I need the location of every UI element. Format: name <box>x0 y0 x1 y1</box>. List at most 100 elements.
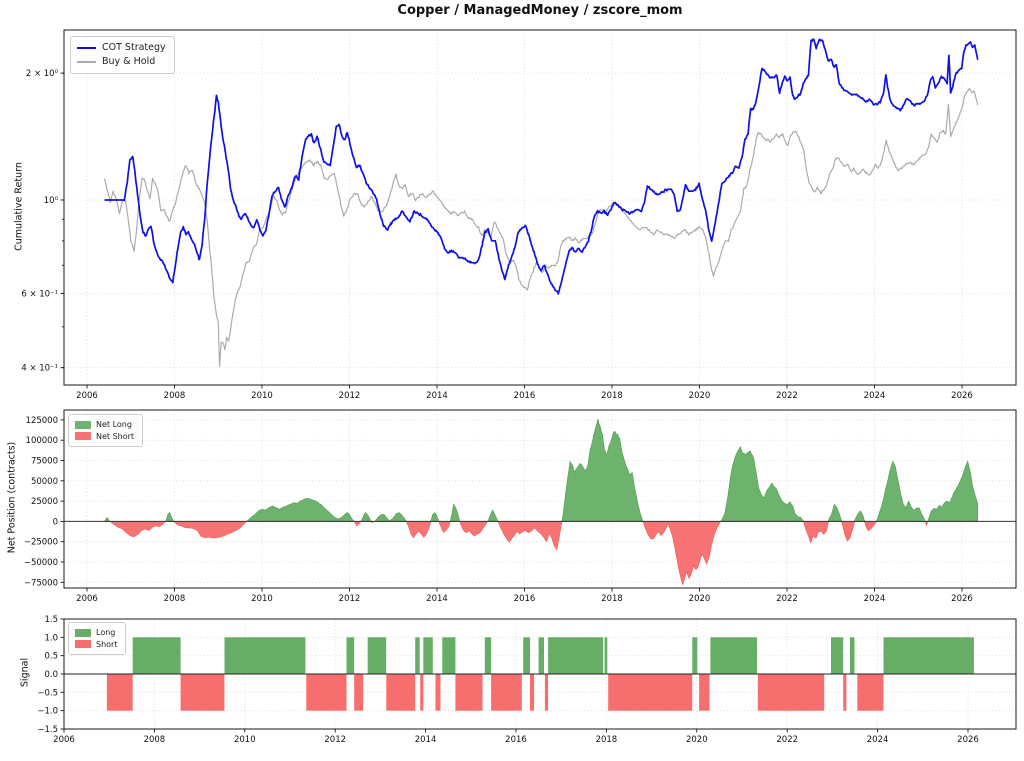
tick-label: 2008 <box>164 594 186 604</box>
signal-short-bar <box>757 674 825 711</box>
tick-label: 2012 <box>339 391 361 401</box>
legend-label-short: Short <box>96 639 118 649</box>
signal-short-bar <box>857 674 884 711</box>
grid <box>64 30 1016 385</box>
net-short-patch-swatch <box>75 432 91 441</box>
tick-label: 2018 <box>601 391 623 401</box>
tick-label: 2018 <box>596 735 618 745</box>
grid <box>64 410 1016 588</box>
signal-long-bar <box>346 637 355 674</box>
signal-short-bar <box>491 674 522 711</box>
legend-item-buy-hold: Buy & Hold <box>77 55 166 69</box>
tick-label: 0.5 <box>44 652 58 662</box>
tick-label: −0.5 <box>37 688 58 698</box>
tick-label: 2008 <box>144 735 166 745</box>
signal-long-bar <box>442 637 456 674</box>
tick-label: 2008 <box>164 391 186 401</box>
signal-long-bar <box>548 637 604 674</box>
tick-label: 2014 <box>426 391 448 401</box>
tick-label: 0 <box>53 517 58 527</box>
signal-long-bar <box>604 637 608 674</box>
tick-label: 0.0 <box>44 670 58 680</box>
tick-label: 2010 <box>234 735 256 745</box>
net-long-patch-swatch <box>75 420 91 429</box>
tick-label: 2024 <box>864 594 886 604</box>
tick-label: 125000 <box>26 416 58 426</box>
net-position-areas <box>64 418 1016 586</box>
tick-label: 2020 <box>689 594 711 604</box>
cot-strategy-line <box>104 38 979 295</box>
tick-label: 2014 <box>415 735 437 745</box>
legend-label-cot-strategy: COT Strategy <box>102 42 166 53</box>
signal-short-bar <box>420 674 424 711</box>
tick-label: 2026 <box>951 594 973 604</box>
tick-label: 2012 <box>339 594 361 604</box>
chart-title: Copper / ManagedMoney / zscore_mom <box>397 3 683 18</box>
signal-short-bar <box>386 674 416 711</box>
legend-label-buy-hold: Buy & Hold <box>102 55 156 67</box>
signal-long-bar <box>423 637 433 674</box>
legend-item-long: Long <box>75 627 117 639</box>
tick-label: 2006 <box>76 391 98 401</box>
long-patch-swatch <box>75 628 91 637</box>
signal-long-bar <box>850 637 855 674</box>
legend-item-net-short: Net Short <box>75 431 134 443</box>
tick-label: 75000 <box>31 457 58 467</box>
legend-label-net-short: Net Short <box>96 431 135 441</box>
buy-and-hold-line-swatch <box>77 60 96 63</box>
signal-long-bar <box>692 637 698 674</box>
tick-label: 6 × 10⁻¹ <box>21 289 58 299</box>
tick-label: 2006 <box>53 735 75 745</box>
legend-label-long: Long <box>96 628 116 637</box>
tick-label: −50000 <box>24 558 58 568</box>
legend-label-net-long: Net Long <box>96 420 132 429</box>
legend-net-position: Net Long Net Short <box>68 414 144 448</box>
signal-short-bar <box>530 674 535 711</box>
tick-label: 2012 <box>324 735 346 745</box>
short-patch-swatch <box>75 640 91 649</box>
signal-long-bar <box>415 637 420 674</box>
tick-label: 2024 <box>864 391 886 401</box>
tick-label: 2024 <box>867 735 889 745</box>
cumulative-return-lines <box>103 38 979 368</box>
tick-label: 2026 <box>951 391 973 401</box>
signal-long-bar <box>484 637 492 674</box>
legend-item-short: Short <box>75 639 117 651</box>
tick-label: 2018 <box>601 594 623 604</box>
signal-long-bar <box>367 637 387 674</box>
signal-long-bar <box>883 637 974 674</box>
tick-label: −75000 <box>24 578 58 588</box>
cot-strategy-line-swatch <box>77 46 96 49</box>
tick-label: 2022 <box>776 594 798 604</box>
tick-label: 2 × 10⁰ <box>26 69 59 79</box>
signal-short-bar <box>180 674 225 711</box>
legend-cumulative-return: COT Strategy Buy & Hold <box>70 36 175 74</box>
signal-short-bar <box>699 674 710 711</box>
signal-short-bar <box>306 674 347 711</box>
legend-item-cot-strategy: COT Strategy <box>77 41 166 55</box>
signal-long-bar <box>831 637 844 674</box>
tick-label: −1.0 <box>37 707 58 717</box>
tick-label: 2016 <box>514 594 536 604</box>
signal-short-bar <box>435 674 441 711</box>
tick-label: 100000 <box>26 436 58 446</box>
tick-label: 2020 <box>689 391 711 401</box>
signal-long-bar <box>710 637 757 674</box>
tick-label: 1.5 <box>44 615 58 625</box>
tick-label: 2022 <box>776 735 798 745</box>
signal-short-bar <box>106 674 133 711</box>
tick-label: 10⁰ <box>44 196 59 206</box>
signal-long-bar <box>224 637 306 674</box>
tick-label: −25000 <box>24 538 58 548</box>
tick-label: 2020 <box>686 735 708 745</box>
signal-short-bar <box>544 674 549 711</box>
net-long-area <box>103 418 978 522</box>
signal-short-bar <box>608 674 693 711</box>
tick-label: 2026 <box>957 735 979 745</box>
tick-label: 2022 <box>776 391 798 401</box>
signal-long-bar <box>538 637 544 674</box>
tick-label: 2010 <box>251 594 273 604</box>
axes-frame: 2006 2008 2010 2012 2014 2016 2018 2020 2022 2024… <box>37 615 1017 745</box>
tick-label: −1.5 <box>37 725 58 735</box>
